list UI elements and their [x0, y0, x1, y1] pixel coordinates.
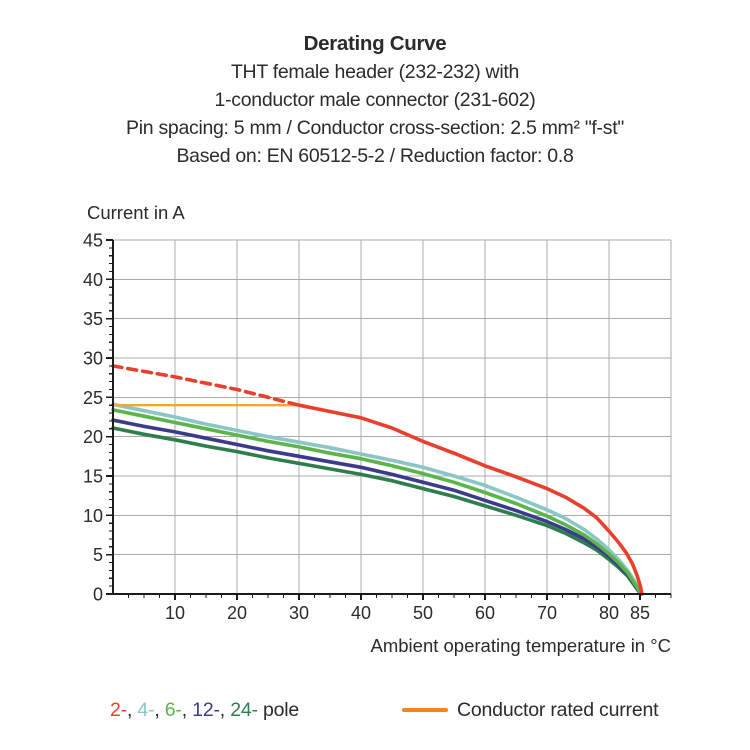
svg-text:15: 15	[83, 467, 103, 487]
series-2-pole-dashed-segment	[111, 364, 301, 407]
series-layer	[111, 364, 644, 596]
svg-text:85: 85	[630, 603, 650, 623]
derating-curve-plot: 10 20 30 40 50 60 70 80 85 0 5 10 15 20 25 30 35 40 45 Curr…	[83, 202, 672, 656]
y-axis-label: Current in A	[87, 202, 185, 223]
svg-text:0: 0	[93, 585, 103, 605]
series-2-pole	[297, 403, 644, 596]
axes	[112, 240, 671, 595]
svg-text:30: 30	[83, 349, 103, 369]
svg-text:60: 60	[475, 603, 495, 623]
rated-current-legend-label: Conductor rated current	[457, 699, 659, 721]
x-tick-labels: 10 20 30 40 50 60 70 80 85	[165, 603, 650, 623]
series-4-pole	[111, 402, 642, 596]
pole-legend-item: 4-	[137, 699, 155, 721]
svg-text:70: 70	[537, 603, 557, 623]
svg-text:30: 30	[289, 603, 309, 623]
chart-title: Derating Curve	[303, 32, 447, 55]
svg-text:10: 10	[83, 506, 103, 526]
svg-text:20: 20	[83, 427, 103, 447]
rated-current-line-swatch	[402, 708, 448, 712]
svg-text:40: 40	[351, 603, 371, 623]
y-tick-labels: 0 5 10 15 20 25 30 35 40 45	[83, 231, 103, 605]
chart-header: Derating Curve THT female header (232-23…	[0, 30, 750, 170]
x-axis-label: Ambient operating temperature in °C	[371, 635, 671, 656]
legend-row: 2-, 4-, 6-, 12-, 24- pole Conductor rate…	[0, 696, 750, 726]
chart-subtitle-line: 1-conductor male connector (231-602)	[214, 89, 536, 111]
svg-text:80: 80	[599, 603, 619, 623]
svg-text:5: 5	[93, 545, 103, 565]
series-6-pole	[111, 408, 642, 596]
pole-legend-item: 24-	[230, 699, 258, 721]
svg-text:35: 35	[83, 309, 103, 329]
pole-legend: 2-, 4-, 6-, 12-, 24- pole	[110, 699, 300, 721]
series-12-pole	[111, 418, 642, 596]
chart-subtitle-line: Pin spacing: 5 mm / Conductor cross-sect…	[126, 117, 624, 139]
chart-subtitle-line: THT female header (232-232) with	[230, 61, 520, 83]
svg-text:45: 45	[83, 231, 103, 251]
pole-legend-item: 6-	[164, 699, 182, 721]
series-24-pole	[111, 426, 642, 596]
pole-legend-item: 2-	[110, 699, 127, 721]
svg-text:20: 20	[227, 603, 247, 623]
svg-text:40: 40	[83, 270, 103, 290]
gridlines	[113, 239, 672, 594]
svg-text:25: 25	[83, 388, 103, 408]
rated-current-legend: Conductor rated current	[402, 696, 659, 724]
svg-text:10: 10	[165, 603, 185, 623]
svg-text:50: 50	[413, 603, 433, 623]
pole-legend-item: 12-	[192, 699, 220, 721]
chart-subtitle-line: Based on: EN 60512-5-2 / Reduction facto…	[176, 145, 574, 167]
